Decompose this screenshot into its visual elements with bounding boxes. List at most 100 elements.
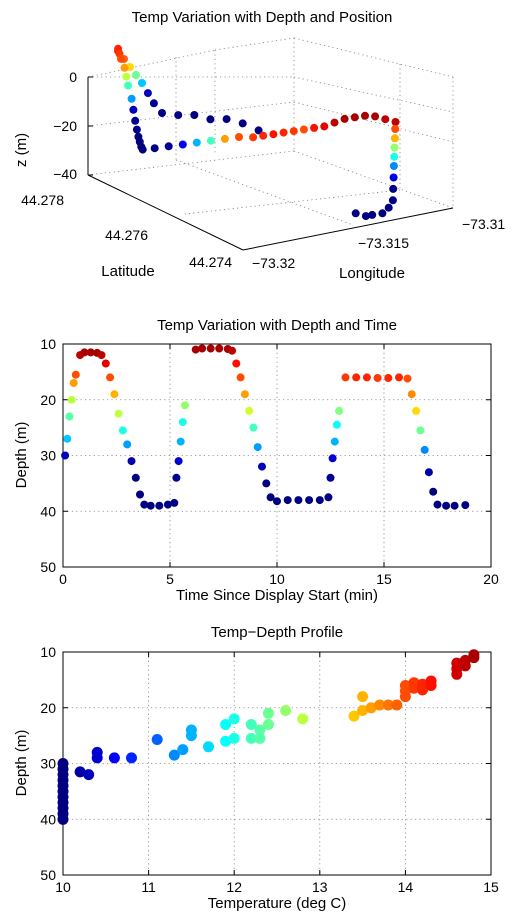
data-point — [269, 130, 278, 139]
data-point — [324, 493, 333, 502]
chart-title: Temp Variation with Depth and Position — [132, 9, 393, 26]
data-point — [228, 732, 240, 744]
data-point — [357, 705, 369, 716]
data-point — [361, 212, 370, 221]
data-point — [86, 348, 95, 357]
data-point — [220, 134, 229, 143]
y-tick-label: 10 — [40, 336, 56, 352]
y-tick-label: 40 — [40, 811, 56, 827]
data-point — [451, 668, 463, 680]
data-point — [371, 112, 380, 121]
data-point — [373, 374, 382, 382]
latitude-axis-label: Latitude — [101, 263, 154, 280]
data-point — [235, 133, 243, 141]
data-point — [335, 406, 344, 415]
data-point — [259, 131, 268, 140]
data-point — [140, 500, 149, 509]
data-point — [459, 660, 471, 672]
grid — [87, 37, 454, 226]
data-point — [262, 479, 271, 488]
data-points — [114, 44, 400, 221]
y-axis: 10 20 30 40 50 — [40, 644, 491, 883]
grid — [62, 343, 492, 568]
data-point — [362, 373, 371, 382]
data-point — [420, 445, 429, 454]
latitude-tick: 44.274 — [189, 254, 232, 270]
data-point — [258, 462, 266, 471]
y-tick-label: 10 — [40, 644, 56, 660]
data-point — [108, 752, 120, 764]
data-point — [192, 138, 201, 147]
data-point — [305, 496, 314, 505]
data-points — [57, 649, 480, 825]
data-point — [203, 741, 214, 753]
data-point — [240, 390, 249, 399]
data-point — [389, 162, 398, 170]
data-point — [155, 501, 164, 510]
data-point — [164, 142, 173, 151]
data-point — [403, 374, 412, 383]
data-point — [407, 390, 416, 399]
data-point — [123, 440, 132, 449]
x-axis: 0 5 10 15 20 — [59, 344, 499, 587]
data-point — [429, 487, 438, 496]
data-point — [384, 374, 393, 382]
x-tick-label: 10 — [55, 879, 71, 895]
x-tick-label: 12 — [226, 879, 242, 895]
data-point — [206, 344, 215, 353]
data-point — [132, 71, 140, 79]
data-point — [185, 730, 197, 742]
data-point — [129, 105, 138, 114]
data-point — [91, 752, 103, 764]
axes — [87, 77, 454, 251]
data-point — [136, 490, 144, 499]
data-point — [124, 81, 133, 90]
data-point — [131, 473, 140, 482]
data-point — [450, 501, 459, 510]
data-point — [122, 72, 131, 81]
data-point — [328, 454, 337, 463]
data-point — [391, 699, 403, 711]
x-tick-label: 20 — [483, 571, 499, 587]
data-point — [330, 118, 339, 127]
data-point — [412, 406, 421, 415]
latitude-tick: 44.278 — [21, 192, 64, 208]
data-point — [433, 500, 442, 509]
data-point — [297, 713, 309, 725]
data-point — [172, 473, 181, 482]
x-axis-label: Temperature (deg C) — [208, 895, 346, 912]
data-point — [146, 501, 155, 510]
data-point — [238, 119, 247, 128]
data-point — [348, 710, 360, 722]
data-point — [176, 437, 185, 446]
data-point — [170, 498, 179, 507]
y-tick-label: 50 — [40, 867, 56, 883]
data-point — [220, 719, 232, 730]
data-point — [384, 203, 393, 212]
data-point — [163, 500, 172, 509]
x-tick-label: 5 — [166, 571, 174, 587]
data-point — [425, 675, 437, 687]
z-axis: 0 −20 −40 z (m) — [13, 69, 93, 182]
x-tick-label: 11 — [141, 879, 156, 895]
data-point — [118, 426, 127, 435]
data-point — [424, 468, 433, 477]
chart-3d-position: Temp Variation with Depth and Position — [13, 9, 505, 282]
data-point — [97, 351, 106, 360]
data-point — [57, 813, 69, 825]
data-point — [191, 345, 200, 354]
data-point — [249, 133, 258, 142]
latitude-tick: 44.276 — [105, 227, 148, 243]
x-tick-label: 15 — [376, 571, 392, 587]
data-point — [126, 752, 137, 764]
y-tick-label: 50 — [40, 559, 56, 575]
data-point — [416, 426, 425, 435]
data-point — [330, 437, 339, 446]
data-point — [378, 209, 387, 218]
data-point — [236, 373, 245, 382]
data-points — [61, 344, 470, 510]
y-tick-label: 20 — [40, 392, 56, 408]
data-point — [228, 346, 237, 355]
data-point — [341, 373, 350, 382]
z-axis-label: z (m) — [13, 133, 30, 167]
